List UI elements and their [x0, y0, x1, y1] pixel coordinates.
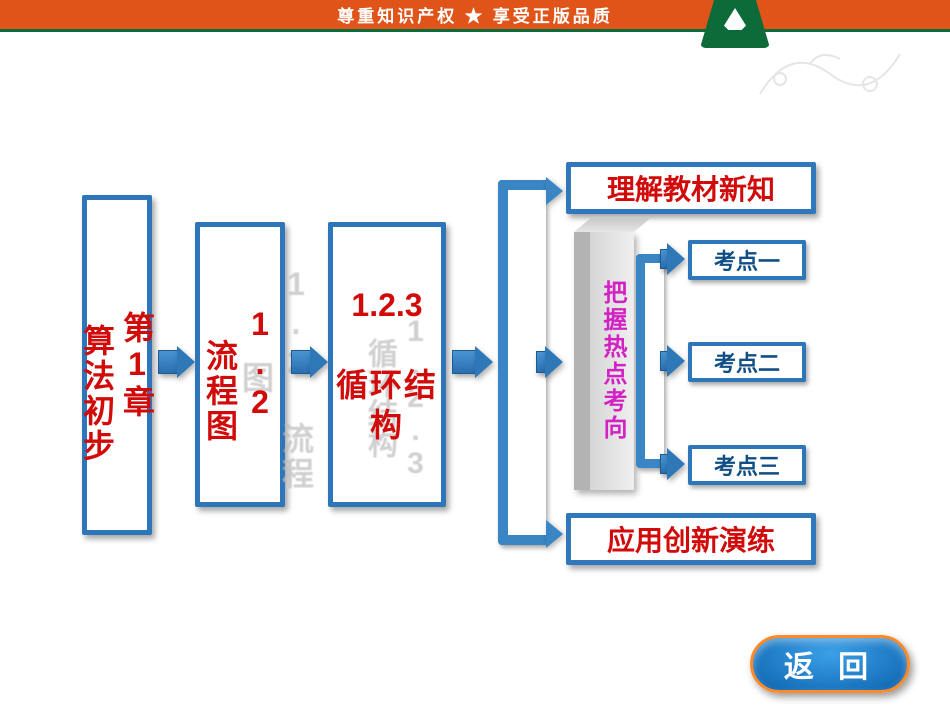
sub-item-3-label: 考点三 [714, 449, 780, 481]
sub-item-1[interactable]: 考点一 [688, 240, 806, 280]
box-subsection-subtitle: 循环结构 [336, 367, 438, 443]
diagram-stage: 第1章 算法初步 1.2 流程图 1.2 流程图 1.2.3 循环结构 1.2.… [0, 0, 950, 713]
branch-mid-prism: 把握热点考向 [574, 232, 634, 490]
branch-top-label: 理解教材新知 [607, 168, 775, 208]
arrow-2-icon [291, 350, 311, 374]
box-chapter-subtitle: 算法初步 [79, 324, 115, 464]
branch-bottom-label: 应用创新演练 [607, 519, 775, 559]
box-chapter-title: 第1章 [119, 311, 155, 420]
box-subsection-title: 1.2.3 [351, 287, 422, 323]
return-button[interactable]: 返 回 [750, 635, 910, 693]
box-subsection[interactable]: 1.2.3 循环结构 1.2.3 循环结构 [328, 222, 446, 507]
return-button-label: 返 回 [784, 642, 876, 686]
box-chapter[interactable]: 第1章 算法初步 [82, 195, 152, 535]
box-section-title: 1.2 [242, 306, 278, 423]
branch-top[interactable]: 理解教材新知 [566, 162, 816, 214]
sub-item-2[interactable]: 考点二 [688, 342, 806, 382]
branch-bottom[interactable]: 应用创新演练 [566, 513, 816, 565]
sub-item-2-label: 考点二 [714, 346, 780, 378]
sub-arrow-1-icon [660, 249, 668, 269]
branch-mid-label: 把握热点考向 [599, 280, 626, 442]
box-section-subtitle: 流程图 [202, 339, 238, 444]
sub-arrow-2-icon [660, 351, 668, 371]
arrow-1-icon [158, 350, 178, 374]
bracket-mid-arrow-icon [536, 351, 546, 373]
sub-item-3[interactable]: 考点三 [688, 445, 806, 485]
sub-arrow-3-icon [660, 454, 668, 474]
arrow-3-icon [452, 350, 476, 374]
box-section[interactable]: 1.2 流程图 1.2 流程图 [195, 222, 285, 507]
sub-item-1-label: 考点一 [714, 244, 780, 276]
